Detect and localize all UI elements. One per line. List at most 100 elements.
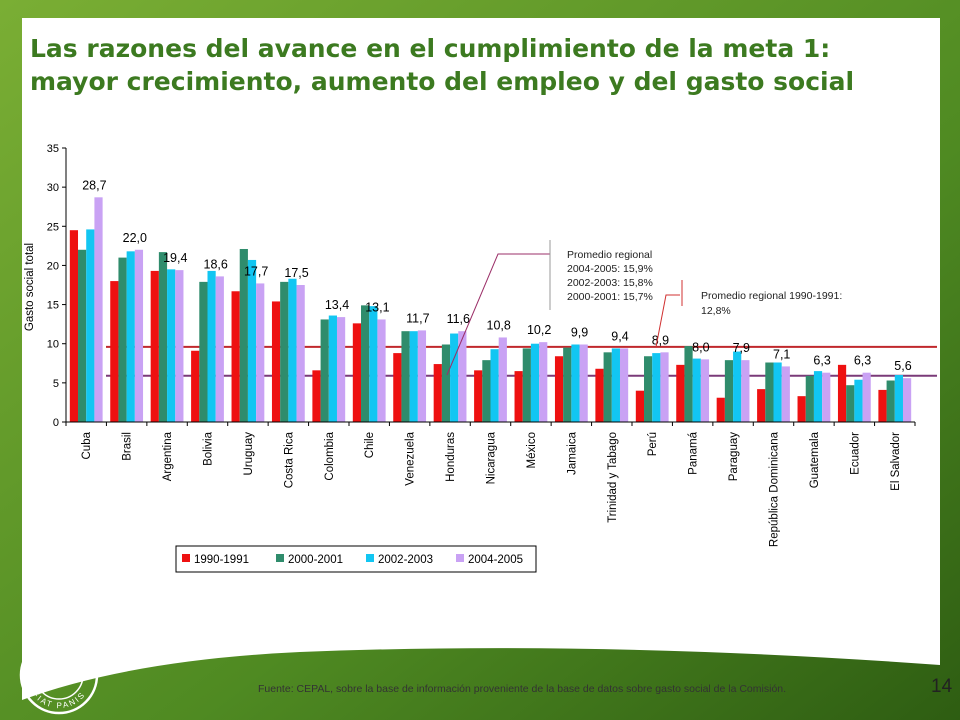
bar-1990-1991-Venezuela (393, 353, 402, 422)
data-label: 13,1 (365, 300, 389, 314)
data-label: 9,9 (571, 325, 588, 339)
bar-1990-1991-Panamá (676, 364, 685, 422)
data-label: 11,6 (447, 312, 470, 326)
annotation-text-line: 2004-2005: 15,9% (567, 263, 653, 275)
bar-2004-2005-Colombia (336, 317, 346, 422)
x-tick-label: Uruguay (243, 432, 255, 476)
bar-2004-2005-Paraguay (741, 360, 750, 422)
y-tick-label: 10 (47, 339, 59, 351)
y-tick-label: 30 (47, 182, 59, 194)
data-labels: 28,7 22,0 19,4 18,6 17,7 17,5 13,4 13,1 11,7 11,6… (82, 178, 911, 373)
bar-2004-2005-Panamá (700, 359, 710, 422)
bar-1990-1991-Trinidad y Tabago (595, 368, 604, 422)
x-tick-label: Ecuador (849, 432, 861, 475)
bar-1990-1991-Paraguay (716, 397, 725, 422)
bar-1990-1991-Cuba (69, 230, 79, 422)
data-label: 28,7 (82, 178, 106, 192)
bar-2000-2001-Honduras (441, 344, 451, 422)
x-tick-label: Guatemala (809, 431, 821, 488)
bar-1990-1991-El Salvador (878, 389, 887, 422)
bar-2002-2003-Uruguay (247, 259, 257, 422)
y-tick-label: 5 (53, 378, 59, 390)
x-tick-label: Jamaica (566, 431, 578, 474)
bar-1990-1991-Bolivia (191, 350, 200, 422)
bar-1990-1991-Nicaragua (474, 370, 483, 422)
legend-swatch-2004-2005 (456, 554, 464, 562)
annotation-leader-line (446, 253, 550, 376)
bar-1990-1991-Ecuador (837, 364, 847, 422)
bar-2002-2003-Bolivia (207, 270, 216, 422)
bar-1990-1991-Uruguay (231, 291, 240, 422)
x-tick-label: Nicaragua (486, 431, 498, 484)
data-label: 17,5 (284, 266, 308, 280)
bar-2004-2005-Bolivia (215, 276, 224, 422)
bar-2004-2005-Perú (660, 352, 669, 422)
annotation-text-line: 2002-2003: 15,8% (567, 277, 653, 289)
y-tick-label: 35 (47, 143, 59, 155)
bar-1990-1991-Chile (352, 323, 362, 422)
data-label: 18,6 (204, 257, 228, 271)
bar-2004-2005-Jamaica (579, 344, 588, 422)
bar-2002-2003-El Salvador (894, 375, 903, 422)
bar-1990-1991-Colombia (312, 370, 321, 422)
bar-1990-1991-México (514, 371, 523, 422)
bar-2004-2005-Guatemala (822, 372, 831, 422)
data-label: 8,0 (692, 340, 709, 354)
data-label: 22,0 (123, 231, 147, 245)
annotation-text-line: 12,8% (701, 305, 731, 317)
legend-label-2000-2001: 2000-2001 (288, 554, 343, 566)
legend-label-2004-2005: 2004-2005 (468, 554, 523, 566)
x-tick-label: Chile (364, 432, 376, 458)
bar-2004-2005-El Salvador (902, 378, 912, 422)
bar-2000-2001-Perú (644, 356, 653, 422)
bar-2004-2005-Uruguay (256, 283, 265, 422)
bar-2004-2005-Costa Rica (296, 285, 305, 422)
bar-2002-2003-Perú (652, 353, 661, 422)
bar-2004-2005-Venezuela (417, 330, 427, 422)
x-tick-label: Honduras (445, 432, 457, 482)
bar-2002-2003-Paraguay (733, 351, 742, 422)
page-number: 14 (931, 676, 953, 697)
bar-2004-2005-Chile (377, 319, 386, 422)
y-tick-label: 20 (47, 260, 59, 272)
bar-2002-2003-Nicaragua (490, 349, 499, 422)
x-tick-label: Venezuela (405, 431, 417, 485)
bar-2002-2003-Panamá (692, 358, 701, 422)
title-line-1: Las razones del avance en el cumplimient… (30, 34, 831, 63)
bar-2000-2001-Chile (361, 305, 370, 422)
legend-label-1990-1991: 1990-1991 (194, 554, 249, 566)
bar-2004-2005-Ecuador (862, 372, 871, 422)
x-tick-label: Panamá (688, 431, 700, 474)
annotation-leader-line-2 (655, 294, 680, 348)
bar-1990-1991-Perú (635, 390, 645, 422)
annotation-text-line: Promedio regional (567, 249, 652, 261)
bar-2000-2001-Brasil (118, 257, 127, 422)
bar-2000-2001-República Dominicana (765, 362, 774, 422)
title-line-2: mayor crecimiento, aumento del empleo y … (30, 67, 855, 96)
annotation-text-line: 2000-2001: 15,7% (567, 291, 653, 303)
bar-1990-1991-Costa Rica (271, 301, 281, 422)
bar-2004-2005-Nicaragua (498, 337, 507, 422)
chart-axes: 0 5 10 15 20 25 30 35 Cuba Brasil Argentina Bolivia… (24, 143, 916, 547)
data-label: 9,4 (611, 329, 628, 343)
bar-2000-2001-Colombia (320, 319, 329, 422)
bar-2000-2001-Ecuador (846, 385, 855, 422)
bar-2002-2003-Jamaica (571, 344, 580, 422)
legend-swatch-2000-2001 (276, 554, 284, 562)
x-tick-label: Cuba (81, 431, 93, 459)
bar-2002-2003-Argentina (167, 269, 176, 422)
bar-2004-2005-Trinidad y Tabago (619, 348, 629, 422)
bar-2002-2003-Trinidad y Tabago (611, 348, 620, 422)
y-axis-title: Gasto social total (24, 243, 36, 331)
bar-2004-2005-México (539, 342, 548, 422)
x-tick-label: Paraguay (728, 432, 740, 481)
annotations: Promedio regional 2004-2005: 15,9% 2002-20… (446, 240, 842, 376)
bar-2004-2005-Honduras (458, 331, 467, 422)
data-label: 6,3 (854, 354, 871, 368)
logo-letter-f: F (35, 668, 44, 685)
bar-2004-2005-Brasil (134, 249, 144, 422)
bar-2000-2001-Panamá (684, 346, 693, 422)
bar-2002-2003-Colombia (328, 315, 337, 422)
bar-2000-2001-El Salvador (886, 380, 895, 422)
bar-2000-2001-Uruguay (239, 248, 248, 422)
